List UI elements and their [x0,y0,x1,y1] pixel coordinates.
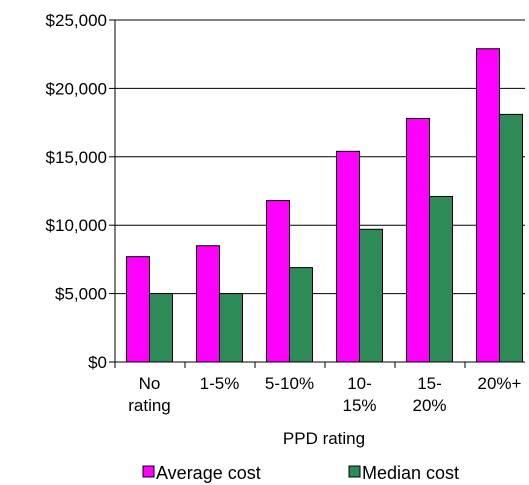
legend-label: Median cost [362,463,459,483]
x-tick-label: 15-20% [412,374,446,415]
y-tick-label: $0 [88,353,107,372]
bar-average-cost [336,150,360,363]
legend-swatch [142,465,155,478]
bar-median-cost [289,267,313,363]
x-axis: No rating 1-5% 5-10% 10-15% 15-20% 20%+ [114,361,525,415]
y-tick-label: $15,000 [46,148,107,167]
x-tick-label: No rating [128,374,171,415]
bar-median-cost [219,293,243,363]
bar-average-cost [476,48,500,363]
y-tick-label: $20,000 [46,79,107,98]
y-tick-label: $5,000 [55,285,107,304]
bar-average-cost [196,245,220,363]
x-axis-title: PPD rating [283,429,365,448]
bar-median-cost [429,195,453,363]
legend: Average cost Median cost [142,463,459,483]
bars [126,48,523,363]
bar-average-cost [266,200,290,363]
x-tick-label: 5-10% [265,374,314,393]
y-axis: $0 $5,000 $10,000 $15,000 $20,000 $25,000 [46,11,116,372]
y-tick-label: $10,000 [46,216,107,235]
y-tick-label: $25,000 [46,11,107,30]
x-tick-label: 1-5% [200,374,240,393]
bar-median-cost [359,228,383,363]
x-tick-label: 10-15% [342,374,376,415]
gridlines [115,19,525,295]
legend-swatch [348,465,361,478]
bar-average-cost [406,117,430,363]
bar-median-cost [499,113,523,363]
x-tick-label: 20%+ [478,374,522,393]
bar-median-cost [149,293,173,363]
legend-label: Average cost [156,463,261,483]
bar-average-cost [126,256,150,363]
